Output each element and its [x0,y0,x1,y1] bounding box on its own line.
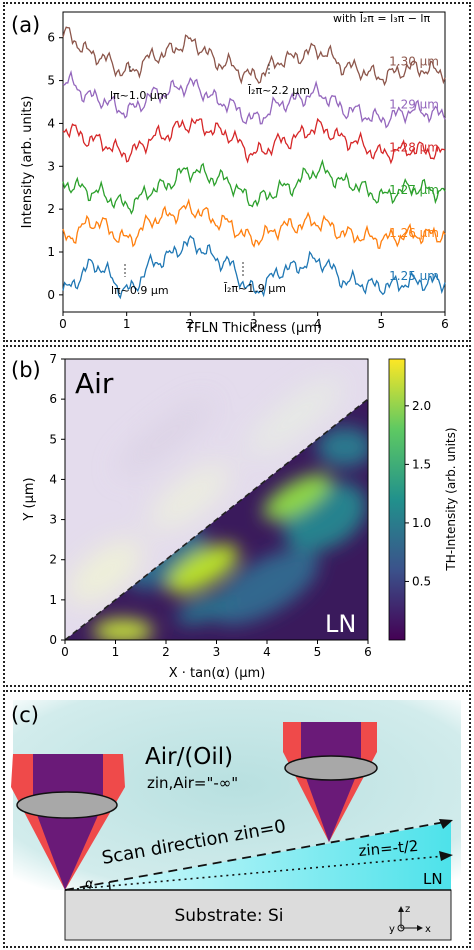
series-line [62,69,446,129]
x-tick-label: 4 [314,317,322,331]
y-axis-dot [397,924,405,932]
series-line [62,158,446,215]
z-half-label: zin=-t/2 [358,837,419,860]
y-tick-label: 6 [47,31,55,45]
panel-a-note: with l̄₂π = l₃π − lπ [333,12,430,25]
scan-line-zero [64,821,446,891]
axis-z-label: z [405,904,410,915]
x-tick-label: 3 [213,645,221,659]
x-tick-label: 5 [314,645,322,659]
x-tick-label: 3 [250,317,258,331]
series-line [62,234,446,300]
series-line [62,198,446,250]
ylabel-b: Y (μm) [22,477,37,521]
left-lens [16,791,118,819]
substrate [64,889,452,941]
colorbar-tick-label: 1.5 [412,457,431,471]
y-tick-label: 3 [47,159,55,173]
annot-bottom-l2pi: l̄₂π~1.9 μm [223,282,286,295]
ln-label-c: LN [423,870,443,888]
xlabel-b: X · tan(α) (μm) [169,666,266,681]
x-tick-label: 1 [112,645,120,659]
x-tick-label: 2 [162,645,170,659]
y-tick-label: 4 [49,472,57,486]
z-air-label: zin,Air="-∞" [147,774,238,792]
chart-b: (b) Ai [11,352,458,681]
x-tick-label: 5 [378,317,386,331]
right-cone-inner [301,722,361,842]
z-arrow [398,906,404,912]
x-tick-label: 0 [59,317,67,331]
x-arrow [417,925,423,931]
series-lines-a [62,26,446,300]
y-tick-label: 2 [47,202,55,216]
y-tick-label: 6 [49,392,57,406]
arrow-head [439,851,453,861]
series-line [62,26,446,87]
y-tick-label: 5 [47,74,55,88]
x-tick-label: 0 [61,645,69,659]
right-lens [284,755,378,781]
xlabel-a: TFLN Thickness (μm) [185,321,322,336]
colorbar-ticks: 0.5 1.0 1.5 2.0 [405,399,431,588]
substrate-label: Substrate: Si [174,906,283,926]
annot-bottom-lpi: lπ~0.9 μm [111,284,169,297]
colorbar-tick-label: 2.0 [412,399,431,413]
series-label: 1.28 μm [389,140,439,154]
y-tick-label: 3 [49,513,57,527]
colorbar-label: TH-Intensity (arb. units) [444,427,458,571]
y-tick-label: 5 [49,432,57,446]
series-label: 1.26 μm [389,226,439,240]
x-tick-label: 4 [263,645,271,659]
y-tick-label: 1 [49,593,57,607]
arrow-head [439,819,453,829]
y-tick-label: 0 [47,288,55,302]
panel-a-label: (a) [11,13,40,37]
air-label: Air [75,367,114,400]
x-tick-label: 6 [364,645,372,659]
series-line [62,117,446,165]
left-cone-inner [33,754,103,890]
x-tick-label: 1 [123,317,131,331]
series-label: 1.25 μm [389,269,439,283]
angle-arc [108,881,111,891]
y-tick-label: 2 [49,553,57,567]
panel-c: (c) α Air/(Oil) zin,Air="-∞" Scan direct… [3,690,471,948]
schematic-c: (c) α Air/(Oil) zin,Air="-∞" Scan direct… [11,700,461,941]
ylabel-a: Intensity (arb. units) [20,96,35,229]
axis-ticks-b: 0 1 2 3 4 5 6 0 1 2 3 4 5 6 7 [49,352,371,659]
series-label: 1.27 μm [389,183,439,197]
y-tick-label: 0 [49,633,57,647]
colorbar [388,358,406,641]
axis-ticks-a: 0 1 2 3 4 5 6 0 1 2 3 4 5 6 [47,31,448,331]
angle-label: α [85,877,94,892]
ln-label: LN [325,610,356,638]
axis-y-label: y [389,924,395,935]
annot-top-lpi: lπ~1.0 μm [110,89,168,102]
annot-top-l2pi: l̄₂π~2.2 μm [247,84,310,97]
axis-x-label: x [425,924,431,935]
panel-b-label: (b) [11,358,41,382]
panel-c-label: (c) [11,703,39,727]
x-tick-label: 6 [441,317,449,331]
x-tick-label: 2 [187,317,195,331]
series-label: 1.30 μm [389,55,439,69]
colorbar-tick-label: 0.5 [412,574,431,588]
chart-a: (a) with l̄₂π = l₃π − lπ 0 1 2 3 4 5 60123456 … [11,11,449,336]
series-labels-a: 1.25 μm 1.26 μm 1.27 μm 1.28 μm 1.29 μm 1.30 … [389,55,439,283]
interface-line [64,398,369,641]
colorbar-tick-label: 1.0 [412,516,431,530]
series-label: 1.29 μm [389,97,439,111]
y-tick-label: 7 [49,352,57,366]
y-tick-label: 4 [47,116,55,130]
y-tick-label: 1 [47,245,55,259]
plot-frame-a [62,11,446,313]
panel-b: (b) Ai [3,345,471,687]
medium-label: Air/(Oil) [145,744,233,770]
